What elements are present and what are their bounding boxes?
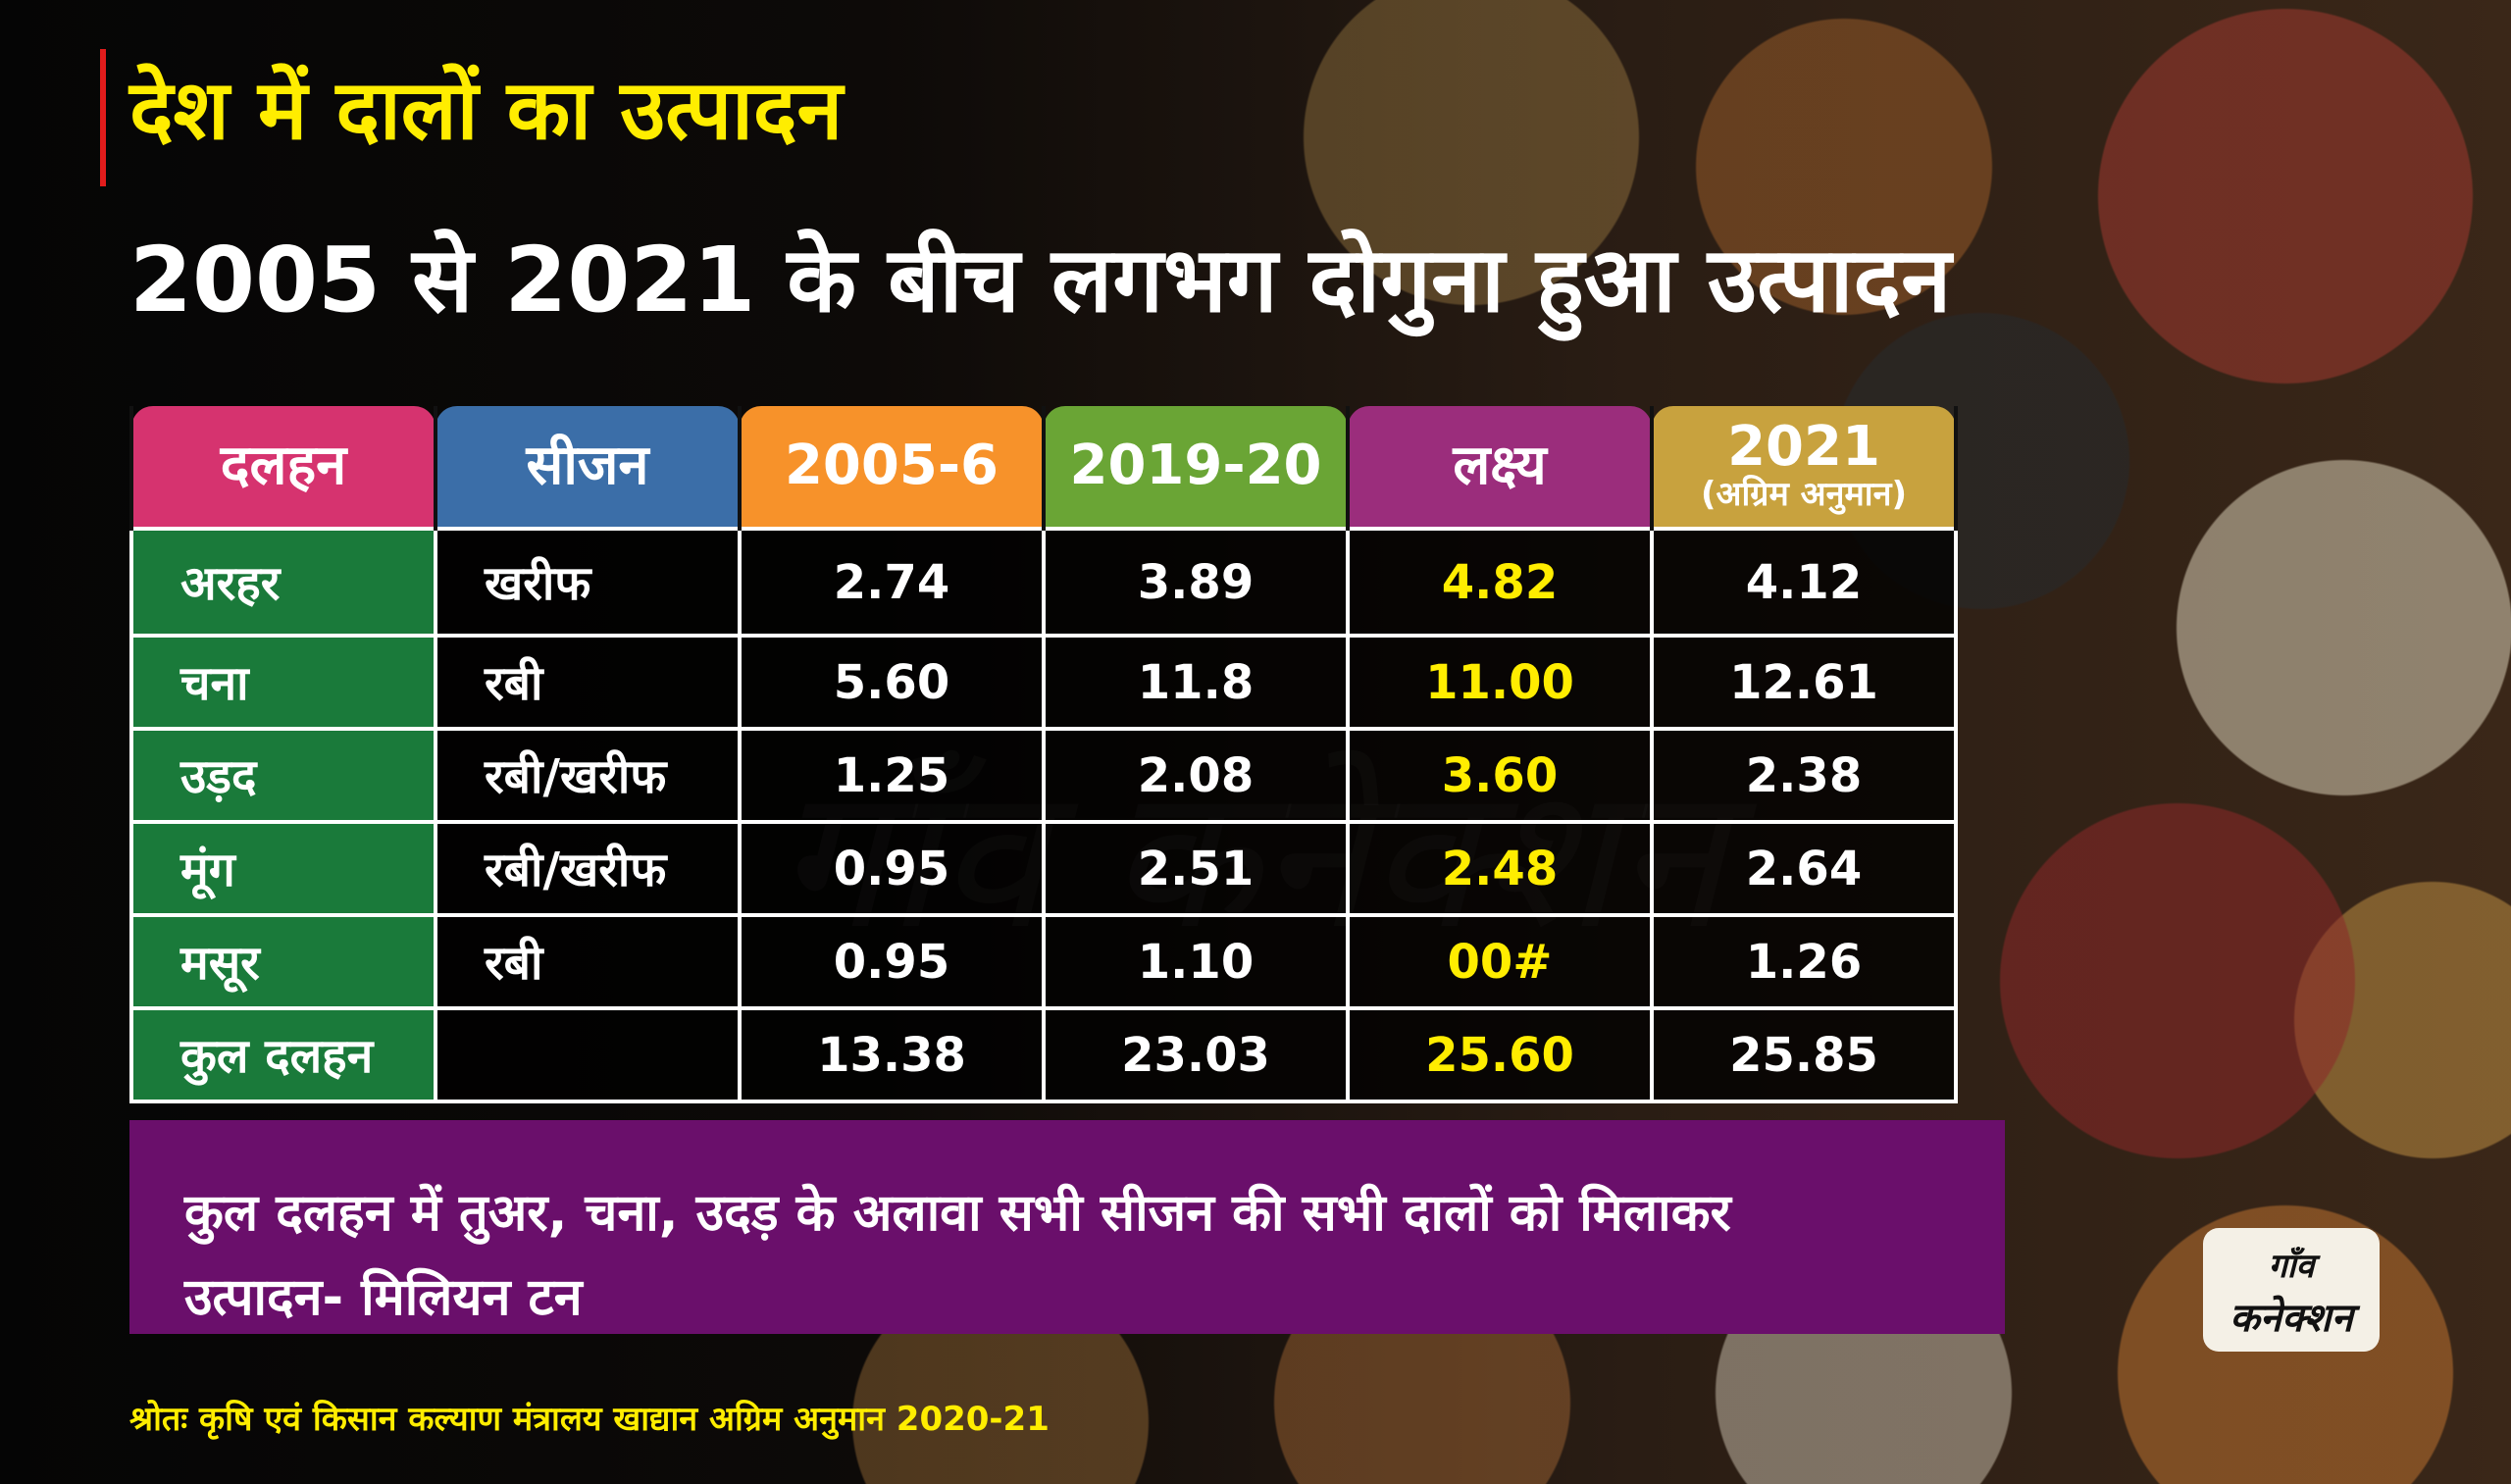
pulse-name: मसूर	[129, 913, 437, 1010]
header-pulse: दलहन	[129, 406, 437, 529]
table-header-row: दलहन सीजन 2005-6 2019-20 लक्ष्य 2021 (अग्…	[129, 406, 1958, 529]
gaon-connection-logo: गाँव कनेक्शन	[2203, 1228, 2380, 1352]
header-target: लक्ष्य	[1346, 406, 1654, 529]
value-target: 00#	[1346, 913, 1654, 1010]
value-2019: 2.51	[1042, 820, 1350, 917]
table-row-total: कुल दलहन 13.38 23.03 25.60 25.85	[129, 1006, 1958, 1103]
season-cell: रबी/खरीफ	[434, 820, 742, 917]
value-2019: 2.08	[1042, 727, 1350, 824]
value-2005: 5.60	[738, 634, 1046, 731]
value-2021: 2.38	[1650, 727, 1958, 824]
value-2005: 0.95	[738, 820, 1046, 917]
season-cell: रबी	[434, 634, 742, 731]
pulse-name: चना	[129, 634, 437, 731]
pulse-name: अरहर	[129, 527, 437, 638]
value-2021: 25.85	[1650, 1006, 1958, 1103]
value-2019: 1.10	[1042, 913, 1350, 1010]
season-cell: रबी	[434, 913, 742, 1010]
value-target: 3.60	[1346, 727, 1654, 824]
value-target: 11.00	[1346, 634, 1654, 731]
logo-line-1: गाँव	[2268, 1247, 2315, 1286]
value-target: 2.48	[1346, 820, 1654, 917]
value-2005: 2.74	[738, 527, 1046, 638]
value-2021: 12.61	[1650, 634, 1958, 731]
value-target: 4.82	[1346, 527, 1654, 638]
season-cell: रबी/खरीफ	[434, 727, 742, 824]
value-2021: 2.64	[1650, 820, 1958, 917]
value-2021: 4.12	[1650, 527, 1958, 638]
table-row: अरहर खरीफ 2.74 3.89 4.82 4.12	[129, 527, 1958, 638]
table-row: उड़द रबी/खरीफ 1.25 2.08 3.60 2.38	[129, 727, 1958, 824]
page-subtitle: 2005 से 2021 के बीच लगभग दोगुना हुआ उत्प…	[129, 228, 1952, 333]
value-2005: 0.95	[738, 913, 1046, 1010]
title-accent-bar	[100, 49, 106, 186]
header-2019-20: 2019-20	[1042, 406, 1350, 529]
footnote-line-1: कुल दलहन में तुअर, चना, उदड़ के अलावा सभ…	[184, 1184, 1731, 1243]
header-season: सीजन	[434, 406, 742, 529]
header-2021-estimate: 2021 (अग्रिम अनुमान)	[1650, 406, 1958, 529]
pulse-name: कुल दलहन	[129, 1006, 437, 1103]
value-2021: 1.26	[1650, 913, 1958, 1010]
header-2005-06: 2005-6	[738, 406, 1046, 529]
season-cell: खरीफ	[434, 527, 742, 638]
value-2005: 13.38	[738, 1006, 1046, 1103]
pulses-table: दलहन सीजन 2005-6 2019-20 लक्ष्य 2021 (अग्…	[129, 406, 1958, 1103]
pulse-name: मूंग	[129, 820, 437, 917]
table-row: मूंग रबी/खरीफ 0.95 2.51 2.48 2.64	[129, 820, 1958, 917]
logo-line-2: कनेक्शन	[2229, 1295, 2353, 1341]
value-2019: 23.03	[1042, 1006, 1350, 1103]
value-2019: 11.8	[1042, 634, 1350, 731]
table-row: मसूर रबी 0.95 1.10 00# 1.26	[129, 913, 1958, 1010]
page-title: देश में दालों का उत्पादन	[129, 62, 844, 158]
pulse-name: उड़द	[129, 727, 437, 824]
table-row: चना रबी 5.60 11.8 11.00 12.61	[129, 634, 1958, 731]
source-text: श्रोतः कृषि एवं किसान कल्याण मंत्रालय खा…	[129, 1400, 1050, 1439]
footnote-line-2: उत्पादन- मिलियन टन	[184, 1268, 583, 1327]
value-2019: 3.89	[1042, 527, 1350, 638]
season-cell	[434, 1006, 742, 1103]
value-2005: 1.25	[738, 727, 1046, 824]
footnote-box: कुल दलहन में तुअर, चना, उदड़ के अलावा सभ…	[129, 1120, 2005, 1334]
value-target: 25.60	[1346, 1006, 1654, 1103]
